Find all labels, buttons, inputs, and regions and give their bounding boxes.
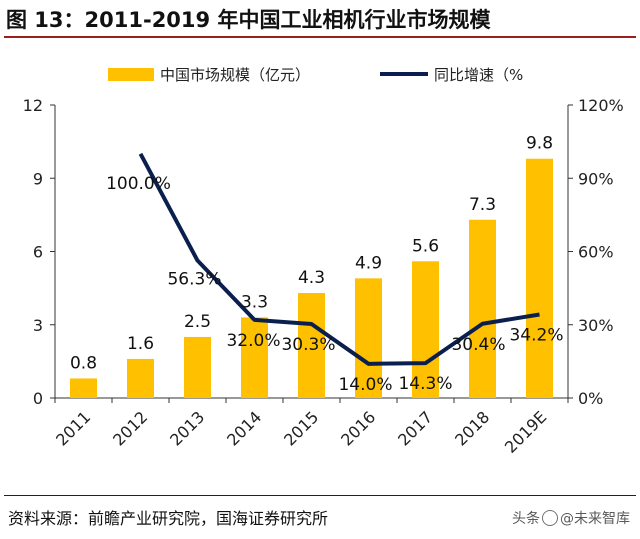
bar-value-label: 5.6 <box>412 236 439 256</box>
line-value-label: 30.3% <box>281 335 335 355</box>
watermark-logo-icon <box>542 510 558 526</box>
y-right-tick-label: 90% <box>578 169 614 188</box>
chart-title: 图 13：2011-2019 年中国工业相机行业市场规模 <box>6 8 491 32</box>
y-left-tick-label: 6 <box>33 243 43 262</box>
y-left-tick-label: 9 <box>33 169 43 188</box>
y-right-tick-label: 120% <box>578 96 624 115</box>
footer-divider <box>4 495 636 496</box>
title-divider <box>4 36 636 38</box>
x-tick-label: 2013 <box>166 407 208 449</box>
x-tick-label: 2014 <box>223 407 265 449</box>
bar-value-label: 9.8 <box>526 134 553 154</box>
growth-line <box>138 152 540 366</box>
line-value-label: 14.3% <box>398 374 452 394</box>
y-left-tick-label: 12 <box>23 96 43 115</box>
x-tick-label: 2017 <box>394 407 436 449</box>
y-left-tick-label: 3 <box>33 316 43 335</box>
y-right-tick-label: 0% <box>578 389 603 408</box>
bar-value-label: 3.3 <box>241 292 268 312</box>
x-tick-label: 2015 <box>280 407 322 449</box>
watermark-prefix: 头条 <box>512 511 540 527</box>
bar <box>412 261 439 398</box>
line-value-label: 100.0% <box>106 174 171 194</box>
bar <box>298 293 325 398</box>
x-tick-label: 2019E <box>501 407 550 456</box>
legend: 中国市场规模（亿元） 同比增速（% <box>108 66 523 84</box>
bar <box>70 378 97 398</box>
bar <box>127 358 154 398</box>
bar-value-label: 2.5 <box>184 312 211 332</box>
bar-series <box>70 158 553 398</box>
y-right-tick-label: 60% <box>578 243 614 262</box>
line-value-label: 56.3% <box>167 270 221 290</box>
bar <box>355 278 382 398</box>
source-note: 资料来源：前瞻产业研究院，国海证券研究所 <box>8 509 329 528</box>
watermark: 头条 @未来智库 <box>512 508 630 528</box>
line-value-label: 30.4% <box>451 335 505 355</box>
line-value-label: 34.2% <box>509 325 563 345</box>
data-labels: 0.8 1.6 2.5 3.3 4.3 4.9 5.6 7.3 9.8 100.0% 56.3% 32… <box>70 134 564 395</box>
legend-bar-swatch <box>108 68 154 81</box>
bar-value-label: 7.3 <box>469 195 496 215</box>
y-left-tick-label: 0 <box>33 389 43 408</box>
x-tick-label: 2011 <box>52 407 94 449</box>
line-value-label: 32.0% <box>226 331 280 351</box>
bar-value-label: 4.9 <box>355 253 382 273</box>
bar-value-label: 1.6 <box>127 334 154 354</box>
legend-bar-label: 中国市场规模（亿元） <box>160 66 310 84</box>
x-tick-label: 2016 <box>337 407 379 449</box>
bar <box>184 336 211 398</box>
legend-line-label: 同比增速（% <box>434 66 523 84</box>
bar <box>526 158 553 398</box>
chart-area: 中国市场规模（亿元） 同比增速（% 0369120%30%60%90%120%20… <box>23 66 624 457</box>
line-series <box>138 152 540 366</box>
x-tick-label: 2012 <box>109 407 151 449</box>
line-value-label: 14.0% <box>338 375 392 395</box>
bar <box>241 317 268 398</box>
watermark-handle: @未来智库 <box>560 511 630 527</box>
bar-value-label: 4.3 <box>298 268 325 288</box>
bar <box>469 219 496 398</box>
x-tick-label: 2018 <box>451 407 493 449</box>
bar-value-label: 0.8 <box>70 353 97 373</box>
y-right-tick-label: 30% <box>578 316 614 335</box>
